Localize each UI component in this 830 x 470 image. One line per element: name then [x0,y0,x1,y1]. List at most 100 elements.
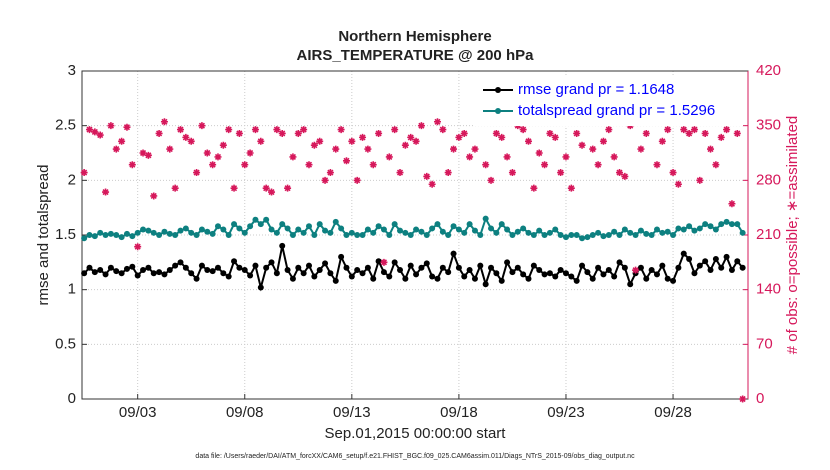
point-marker [589,232,596,238]
obs-marker [305,161,313,169]
point-marker [375,223,382,230]
point-marker [257,221,264,228]
point-marker [263,264,270,271]
point-marker [231,258,238,265]
point-marker [418,228,425,235]
y-tick-label: 2 [68,171,76,188]
obs-marker [433,118,441,126]
point-marker [557,232,564,238]
point-marker [407,232,414,238]
point-marker [134,229,141,236]
point-marker [600,233,607,240]
point-marker [707,223,714,230]
obs-marker [369,161,377,169]
obs-marker [144,151,152,159]
point-marker [439,264,446,271]
point-marker [225,273,232,280]
point-marker [498,221,505,228]
point-marker [434,275,441,282]
obs-marker [460,129,468,137]
point-marker [380,226,387,233]
point-marker [728,221,735,228]
obs-marker [289,153,297,161]
point-marker [718,264,725,271]
obs-marker [642,129,650,137]
point-marker [659,262,666,269]
obs-marker [251,126,259,134]
point-marker [702,258,709,265]
point-marker [589,275,596,282]
obs-marker [96,131,104,139]
chart-subtitle: AIRS_TEMPERATURE @ 200 hPa [297,47,535,64]
point-marker [81,270,88,277]
point-marker [343,232,350,238]
point-marker [279,221,286,228]
obs-marker [391,126,399,134]
obs-marker [139,149,147,157]
obs-marker [428,180,436,188]
point-marker [193,275,200,282]
point-marker [332,218,339,225]
point-marker [562,234,569,241]
point-marker [675,225,682,232]
point-marker [91,233,98,240]
obs-marker [696,176,704,184]
obs-marker [364,145,372,153]
obs-marker [610,153,618,161]
point-marker [525,229,532,236]
obs-marker [342,157,350,165]
point-marker [391,259,398,266]
obs-marker [632,266,640,274]
point-marker [525,275,532,282]
point-marker [327,229,334,236]
point-marker [670,232,677,238]
point-marker [150,270,157,277]
point-marker [284,266,291,273]
x-tick-label: 09/18 [440,404,478,421]
point-marker [273,229,280,236]
point-marker [568,232,575,238]
obs-marker [294,129,302,137]
obs-marker [717,133,725,141]
point-marker [439,228,446,235]
point-marker [686,223,693,230]
point-marker [107,230,114,237]
point-marker [279,242,286,249]
y-tick-label: 1 [68,281,76,298]
obs-marker [712,161,720,169]
obs-marker [407,133,415,141]
point-marker [739,264,746,271]
point-marker [402,275,409,282]
x-tick-label: 09/13 [333,404,371,421]
y2-tick-label: 140 [756,281,781,298]
point-marker [595,264,602,271]
obs-marker [466,153,474,161]
obs-marker [567,184,575,192]
point-marker [220,270,227,277]
obs-marker [102,188,110,196]
obs-marker [417,122,425,130]
obs-marker [118,137,126,145]
chart-title: Northern Hemisphere [338,28,491,45]
point-marker [204,266,211,273]
point-marker [637,264,644,271]
obs-marker [621,172,629,180]
obs-marker [112,145,120,153]
obs-marker [524,137,532,145]
point-marker [247,272,254,279]
y2-tick-label: 420 [756,62,781,79]
point-marker [423,260,430,267]
point-marker [156,232,163,238]
obs-marker [685,129,693,137]
point-marker [445,232,452,238]
point-marker [482,281,489,288]
point-marker [252,216,259,223]
point-marker [413,271,420,278]
point-marker [370,275,377,282]
obs-marker [193,169,201,177]
point-marker [509,269,516,276]
obs-marker [637,145,645,153]
legend-box [475,76,743,126]
y2-tick-label: 70 [756,335,773,352]
series-line [83,245,744,292]
